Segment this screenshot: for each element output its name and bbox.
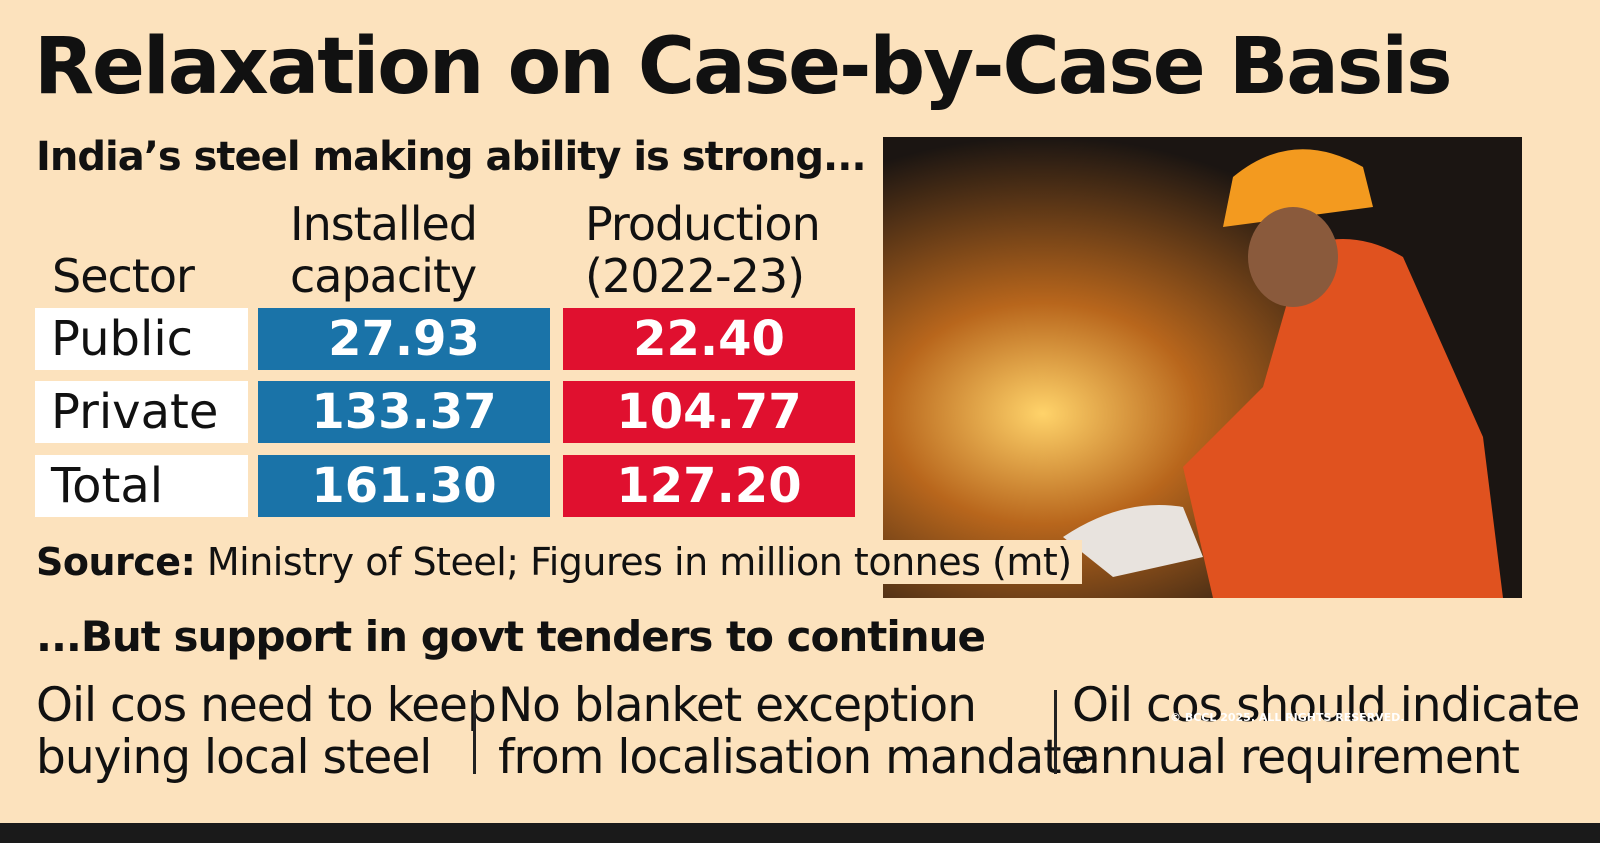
divider (1054, 690, 1057, 774)
value-cell: 161.30 (258, 455, 550, 517)
header-line: Installed (290, 197, 478, 251)
header-line: capacity (290, 249, 477, 303)
value-cell: 27.93 (258, 308, 550, 370)
column-header: Sector (52, 249, 195, 303)
section-title: ...But support in govt tenders to contin… (36, 612, 986, 661)
subtitle: India’s steel making ability is strong..… (36, 134, 867, 180)
value-cell: 133.37 (258, 381, 550, 443)
row-label: Total (35, 455, 248, 517)
value-cell: 22.40 (563, 308, 855, 370)
source-note: Source: Ministry of Steel; Figures in mi… (36, 540, 1082, 584)
source-label: Source: (36, 540, 196, 584)
point-line: annual requirement (1072, 730, 1520, 785)
point-line: Oil cos need to keep (36, 678, 497, 733)
row-label: Public (35, 308, 248, 370)
header-line: (2022-23) (585, 249, 805, 303)
column-header: Installed capacity (290, 197, 478, 303)
column-header: Production (2022-23) (585, 197, 821, 303)
value-cell: 127.20 (563, 455, 855, 517)
bottom-bar (0, 823, 1600, 843)
source-text: Ministry of Steel; Figures in million to… (206, 540, 1072, 584)
point-line: buying local steel (36, 730, 432, 785)
title: Relaxation on Case-by-Case Basis (34, 22, 1453, 112)
header-line: Sector (52, 249, 195, 303)
point: Oil cos should indicate annual requiremen… (1072, 678, 1580, 785)
point-line: No blanket exception (498, 678, 977, 733)
point: Oil cos need to keep buying local steel (36, 678, 497, 785)
row-label: Private (35, 381, 248, 443)
header-line: Production (585, 197, 821, 251)
copyright: © BCCL 2025. ALL RIGHTS RESERVED. (1170, 711, 1405, 724)
divider (473, 690, 476, 774)
point-line: Oil cos should indicate (1072, 678, 1580, 733)
value-cell: 104.77 (563, 381, 855, 443)
point: No blanket exception from localisation ma… (498, 680, 1089, 784)
point-line: from localisation mandate (498, 730, 1089, 785)
photo (883, 137, 1522, 598)
